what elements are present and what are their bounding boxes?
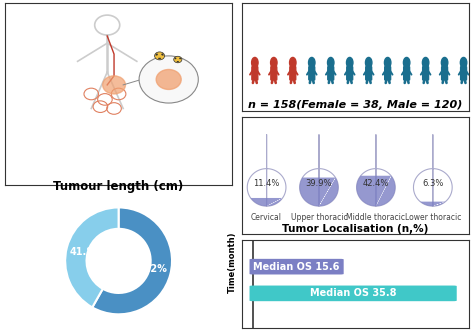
Wedge shape xyxy=(155,53,158,56)
Wedge shape xyxy=(161,53,164,56)
Polygon shape xyxy=(356,176,395,206)
Wedge shape xyxy=(158,58,161,59)
Circle shape xyxy=(155,52,164,60)
FancyBboxPatch shape xyxy=(309,67,315,80)
FancyBboxPatch shape xyxy=(423,67,428,80)
Wedge shape xyxy=(92,208,172,314)
FancyBboxPatch shape xyxy=(347,67,353,80)
Circle shape xyxy=(403,58,410,68)
Text: n = 158(Female = 38, Male = 120): n = 158(Female = 38, Male = 120) xyxy=(248,100,463,110)
Polygon shape xyxy=(251,198,283,206)
Circle shape xyxy=(290,58,296,68)
Circle shape xyxy=(309,58,315,68)
FancyBboxPatch shape xyxy=(328,67,334,80)
Wedge shape xyxy=(179,57,181,59)
Text: Middle thoracic: Middle thoracic xyxy=(346,213,405,222)
Circle shape xyxy=(103,76,126,94)
FancyBboxPatch shape xyxy=(249,259,344,274)
Polygon shape xyxy=(300,177,338,206)
FancyBboxPatch shape xyxy=(404,67,410,80)
Text: Cervical: Cervical xyxy=(251,213,282,222)
Polygon shape xyxy=(356,134,395,206)
Text: Median OS 15.6: Median OS 15.6 xyxy=(254,262,340,272)
FancyBboxPatch shape xyxy=(271,67,277,80)
Text: Tumor Localisation (n,%): Tumor Localisation (n,%) xyxy=(282,224,428,234)
Text: 58.2%: 58.2% xyxy=(134,264,168,274)
FancyBboxPatch shape xyxy=(249,286,457,301)
Text: 41.8%: 41.8% xyxy=(70,248,103,258)
Wedge shape xyxy=(176,61,179,62)
Circle shape xyxy=(156,70,181,89)
Circle shape xyxy=(441,58,448,68)
Circle shape xyxy=(252,58,258,68)
Circle shape xyxy=(422,58,429,68)
FancyBboxPatch shape xyxy=(385,67,391,80)
Circle shape xyxy=(328,58,334,68)
Wedge shape xyxy=(65,208,118,307)
Circle shape xyxy=(460,58,467,68)
FancyBboxPatch shape xyxy=(366,67,372,80)
Polygon shape xyxy=(420,202,446,206)
Title: Tumour length (cm): Tumour length (cm) xyxy=(54,180,184,193)
Text: Median OS 35.8: Median OS 35.8 xyxy=(310,288,396,298)
Text: Upper thoracic: Upper thoracic xyxy=(291,213,347,222)
Circle shape xyxy=(271,58,277,68)
Legend: <5.0 cm, ≥5.0 cm: <5.0 cm, ≥5.0 cm xyxy=(64,330,174,331)
FancyBboxPatch shape xyxy=(461,67,466,80)
Text: 6.3%: 6.3% xyxy=(422,179,444,188)
Text: Lower thoracic: Lower thoracic xyxy=(405,213,461,222)
Circle shape xyxy=(139,56,198,103)
FancyBboxPatch shape xyxy=(290,67,296,80)
Text: 42.4%: 42.4% xyxy=(363,179,389,188)
Circle shape xyxy=(384,58,391,68)
Polygon shape xyxy=(413,134,452,206)
Circle shape xyxy=(173,56,182,63)
FancyBboxPatch shape xyxy=(442,67,447,80)
Polygon shape xyxy=(247,134,286,206)
Polygon shape xyxy=(300,134,338,206)
Text: 39.9%: 39.9% xyxy=(306,179,332,188)
Text: 11.4%: 11.4% xyxy=(254,179,280,188)
Text: Time(month): Time(month) xyxy=(228,231,237,293)
Circle shape xyxy=(365,58,372,68)
FancyBboxPatch shape xyxy=(252,67,258,80)
Wedge shape xyxy=(174,57,177,59)
Circle shape xyxy=(346,58,353,68)
